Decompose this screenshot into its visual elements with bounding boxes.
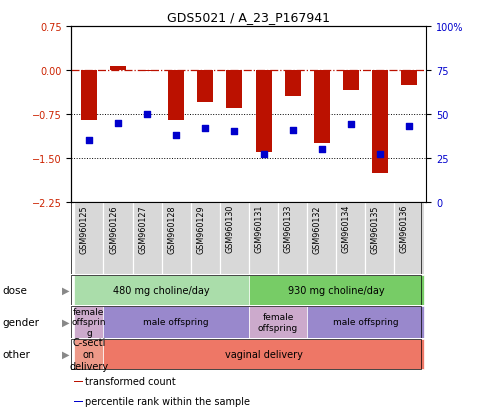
- Text: 480 mg choline/day: 480 mg choline/day: [113, 285, 210, 295]
- Bar: [162, 202, 191, 275]
- Bar: [139, 71, 155, 72]
- Text: GSM960133: GSM960133: [283, 204, 293, 253]
- Text: female
offsprin
g: female offsprin g: [71, 307, 106, 337]
- Bar: [365, 202, 394, 275]
- Bar: [307, 306, 423, 338]
- Bar: [74, 275, 249, 305]
- Bar: [104, 202, 133, 275]
- Bar: [197, 71, 213, 103]
- Text: female
offspring: female offspring: [258, 313, 298, 332]
- Text: GSM960125: GSM960125: [80, 204, 89, 253]
- Bar: [220, 202, 249, 275]
- Point: [172, 132, 180, 139]
- Text: GSM960134: GSM960134: [342, 204, 351, 253]
- Bar: [249, 306, 307, 338]
- Point: [405, 123, 413, 130]
- Bar: [249, 202, 278, 275]
- Bar: [394, 202, 423, 275]
- Text: ▶: ▶: [62, 285, 70, 295]
- Text: ▶: ▶: [62, 349, 70, 359]
- Bar: [372, 71, 388, 173]
- Text: transformed count: transformed count: [85, 376, 176, 386]
- Text: GSM960131: GSM960131: [254, 204, 264, 253]
- Text: C-secti
on
delivery: C-secti on delivery: [70, 337, 108, 371]
- Point: [260, 152, 268, 158]
- Text: GSM960130: GSM960130: [225, 204, 234, 253]
- Text: GSM960135: GSM960135: [371, 204, 380, 253]
- Text: percentile rank within the sample: percentile rank within the sample: [85, 396, 250, 406]
- Text: GSM960136: GSM960136: [400, 204, 409, 253]
- Bar: [74, 381, 83, 382]
- Text: gender: gender: [2, 317, 39, 327]
- Text: other: other: [2, 349, 31, 359]
- Text: male offspring: male offspring: [333, 318, 398, 327]
- Text: GSM960129: GSM960129: [196, 204, 205, 253]
- Point: [143, 111, 151, 118]
- Text: 930 mg choline/day: 930 mg choline/day: [288, 285, 385, 295]
- Point: [347, 122, 355, 128]
- Bar: [110, 66, 126, 71]
- Bar: [74, 202, 104, 275]
- Bar: [133, 202, 162, 275]
- Bar: [226, 71, 243, 109]
- Bar: [191, 202, 220, 275]
- Point: [289, 127, 297, 134]
- Point: [85, 138, 93, 144]
- Bar: [336, 202, 365, 275]
- Bar: [401, 71, 417, 85]
- Text: male offspring: male offspring: [143, 318, 209, 327]
- Bar: [104, 306, 249, 338]
- Bar: [307, 202, 336, 275]
- Title: GDS5021 / A_23_P167941: GDS5021 / A_23_P167941: [168, 11, 330, 24]
- Bar: [74, 339, 104, 369]
- Text: ▶: ▶: [62, 317, 70, 327]
- Text: GSM960132: GSM960132: [313, 204, 322, 253]
- Bar: [81, 71, 97, 121]
- Bar: [284, 71, 301, 97]
- Bar: [168, 71, 184, 121]
- Point: [114, 120, 122, 127]
- Text: GSM960126: GSM960126: [109, 204, 118, 253]
- Point: [318, 146, 326, 153]
- Text: GSM960127: GSM960127: [138, 204, 147, 253]
- Point: [230, 129, 238, 135]
- Point: [376, 152, 384, 158]
- Bar: [343, 71, 359, 91]
- Bar: [314, 71, 330, 144]
- Text: vaginal delivery: vaginal delivery: [225, 349, 302, 359]
- Bar: [74, 306, 104, 338]
- Point: [201, 125, 209, 132]
- Bar: [278, 202, 307, 275]
- Bar: [249, 275, 423, 305]
- Text: dose: dose: [2, 285, 27, 295]
- Bar: [74, 401, 83, 402]
- Bar: [255, 71, 272, 153]
- Text: GSM960128: GSM960128: [167, 204, 176, 253]
